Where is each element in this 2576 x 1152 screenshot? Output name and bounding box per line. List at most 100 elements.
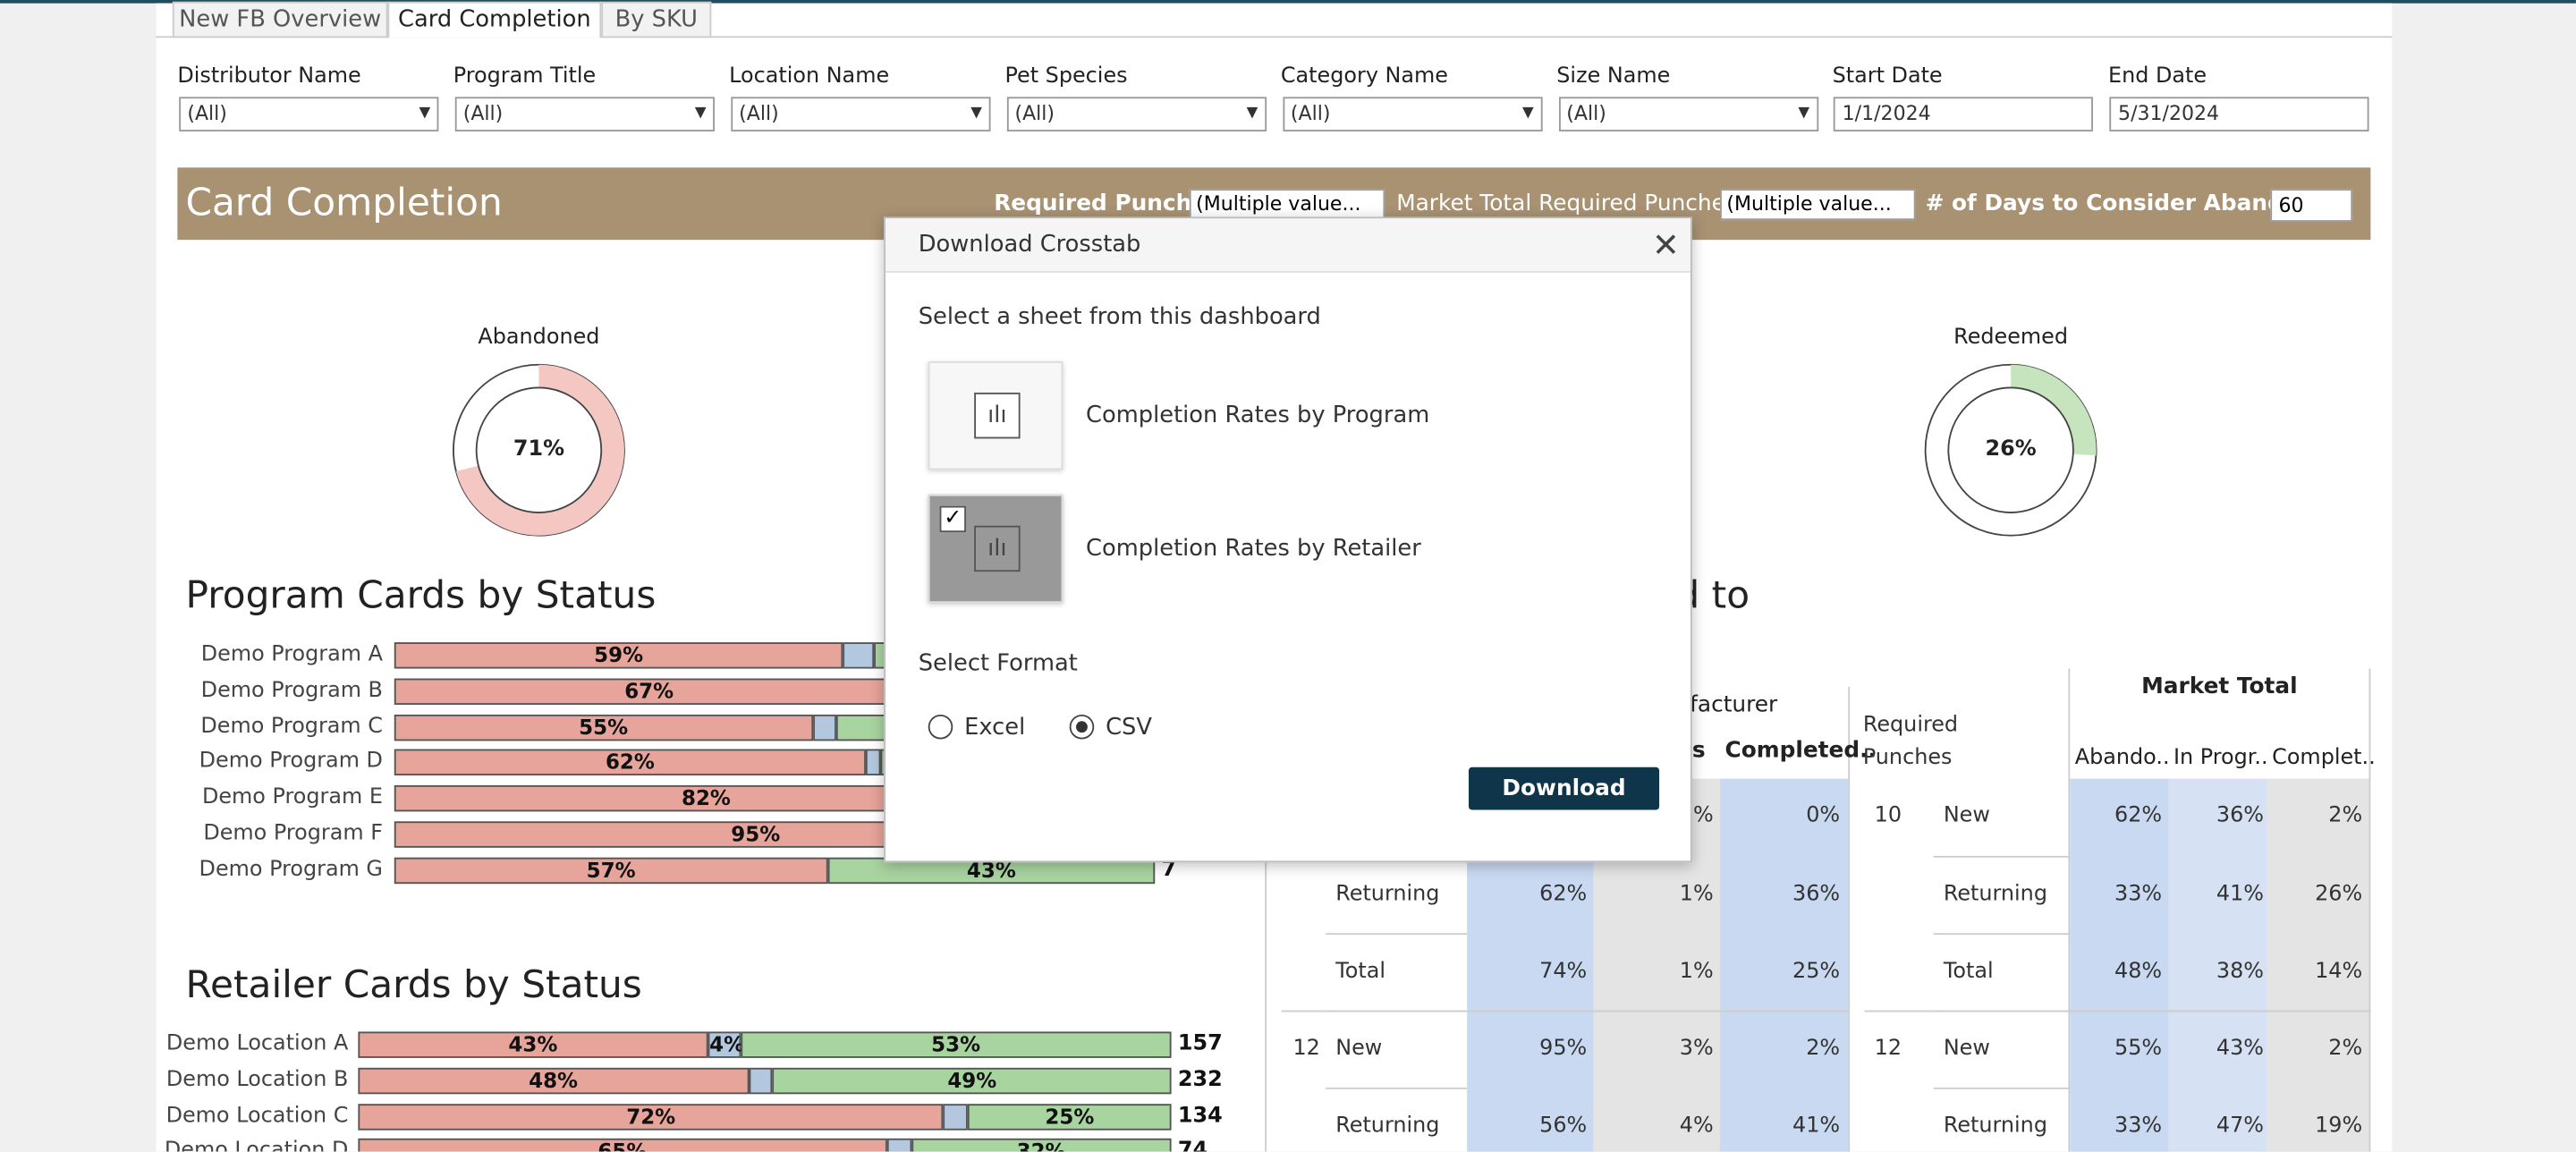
category-label: Demo Program E [201,784,383,810]
dropdown-arrow: ▼ [1522,105,1534,122]
bar-label: 67% [624,678,674,704]
column-header: Complet.. [2272,745,2376,771]
download-button[interactable]: Download [1469,767,1660,810]
filter-label: Size Name [1556,64,1671,89]
dialog-header [885,218,1690,273]
filter-value: (All) [187,101,227,125]
table-cell: 43% [2216,1036,2264,1062]
bar-segment: 4% [708,1031,745,1058]
filter-control[interactable]: 1/1/2024 [1834,97,2094,131]
sheet-icon: ılı [974,392,1021,439]
filter-value: 1/1/2024 [1842,101,1931,125]
table-cell: 56% [1539,1114,1588,1139]
tab[interactable]: By SKU [601,1,712,38]
bar-segment: 48% [358,1067,749,1095]
table-header: ufacturer [1675,691,1778,718]
table-cell: 36% [1792,882,1841,907]
filter-value: 5/31/2024 [2118,101,2220,125]
bar-label: 4% [709,1031,745,1056]
format-label[interactable]: CSV [1106,714,1152,741]
filter-control[interactable]: (All) ▼ [1006,97,1267,131]
bar-label: 43% [508,1031,558,1056]
filter-value: (All) [462,101,504,125]
bar-label: 48% [529,1067,579,1093]
category-label: Demo Program B [200,678,383,704]
table-cell: Returning [1335,882,1440,907]
bar-segment: 53% [740,1031,1172,1058]
filter-control[interactable]: 5/31/2024 [2109,97,2370,131]
banner-dropdown[interactable]: (Multiple value... [1189,189,1385,221]
table-cell: 41% [1792,1114,1841,1139]
table-cell: Returning [1943,1114,2047,1139]
table-cell: % [1692,803,1714,828]
count-label: 157 [1177,1031,1223,1056]
chart-title: Program Cards by Status [185,574,657,618]
bar-segment: 67% [394,678,904,705]
tab[interactable]: Card Completion [387,1,602,38]
dropdown-arrow: ▼ [970,105,982,122]
banner-dropdown[interactable]: (Multiple value... [1720,189,1916,221]
filter-control[interactable]: (All) ▼ [454,97,715,131]
bar-label: 55% [579,714,629,740]
row-line [1326,1087,1468,1089]
table-cell: 74% [1539,959,1588,985]
filter-control[interactable]: (All) ▼ [1558,97,1818,131]
chart-title: Retailer Cards by Status [185,964,642,1007]
table-cell: 41% [2216,882,2264,907]
bar-segment [843,642,874,669]
table-cell: 12 [1874,1036,1902,1062]
table-cell: 2% [2328,803,2363,828]
gauge [1924,363,2097,537]
close-button[interactable]: ✕ [1652,224,1680,265]
filter-label: Category Name [1280,64,1448,89]
bar-label: 72% [626,1104,676,1129]
divider [2068,668,2071,1152]
bar-segment: 57% [394,857,828,885]
bar-label: 65% [597,1138,648,1152]
filter-label: End Date [2108,64,2207,89]
tab[interactable]: New FB Overview [172,1,388,38]
bar-segment: 62% [394,749,867,775]
table-cell: 33% [2114,1114,2163,1139]
filter-control[interactable]: (All) ▼ [179,97,439,131]
bar-segment: 49% [773,1067,1172,1095]
table-cell: Total [1335,959,1386,985]
input-value: 60 [2278,193,2304,217]
filter-label: Pet Species [1004,64,1128,89]
sheet-name[interactable]: Completion Rates by Retailer [1086,535,1421,563]
table-cell: Returning [1943,882,2047,907]
table-cell: 55% [2114,1036,2163,1062]
table-cell: New [1335,1036,1383,1062]
row-line [1933,1087,2071,1089]
banner-title: Card Completion [185,182,503,225]
radio[interactable] [928,714,953,740]
table-cell: 38% [2216,959,2264,985]
filter-control[interactable]: (All) ▼ [1282,97,1542,131]
table-cell: 36% [2216,803,2264,828]
column-fill [2267,778,2369,1152]
gauge-inner [1947,386,2074,513]
filter-value: (All) [739,101,779,125]
bar-segment [812,714,835,741]
column-header: Abando.. [2074,745,2170,771]
bar-segment: 72% [358,1104,944,1131]
bar-label: 62% [605,749,655,775]
column-fill [1720,778,1849,1152]
sheet-thumbnail[interactable]: ılı [928,361,1063,470]
bar-segment [866,749,882,775]
gauge-inner [475,386,603,513]
column-fill [2168,778,2267,1152]
category-label: Demo Program F [203,821,383,846]
table-cell: 19% [2315,1114,2363,1139]
checkbox: ✓ [939,505,966,533]
format-label[interactable]: Excel [964,714,1026,741]
filter-value: (All) [1014,101,1055,125]
days-input[interactable]: 60 [2270,189,2353,222]
sheet-thumbnail[interactable]: ılı ✓ [928,494,1063,604]
sheet-name[interactable]: Completion Rates by Program [1086,402,1430,429]
table-cell: 1% [1679,959,1714,985]
radio[interactable] [1069,714,1095,740]
format-prompt: Select Format [918,650,1078,677]
table-cell: 1% [1679,882,1714,907]
filter-control[interactable]: (All) ▼ [730,97,991,131]
